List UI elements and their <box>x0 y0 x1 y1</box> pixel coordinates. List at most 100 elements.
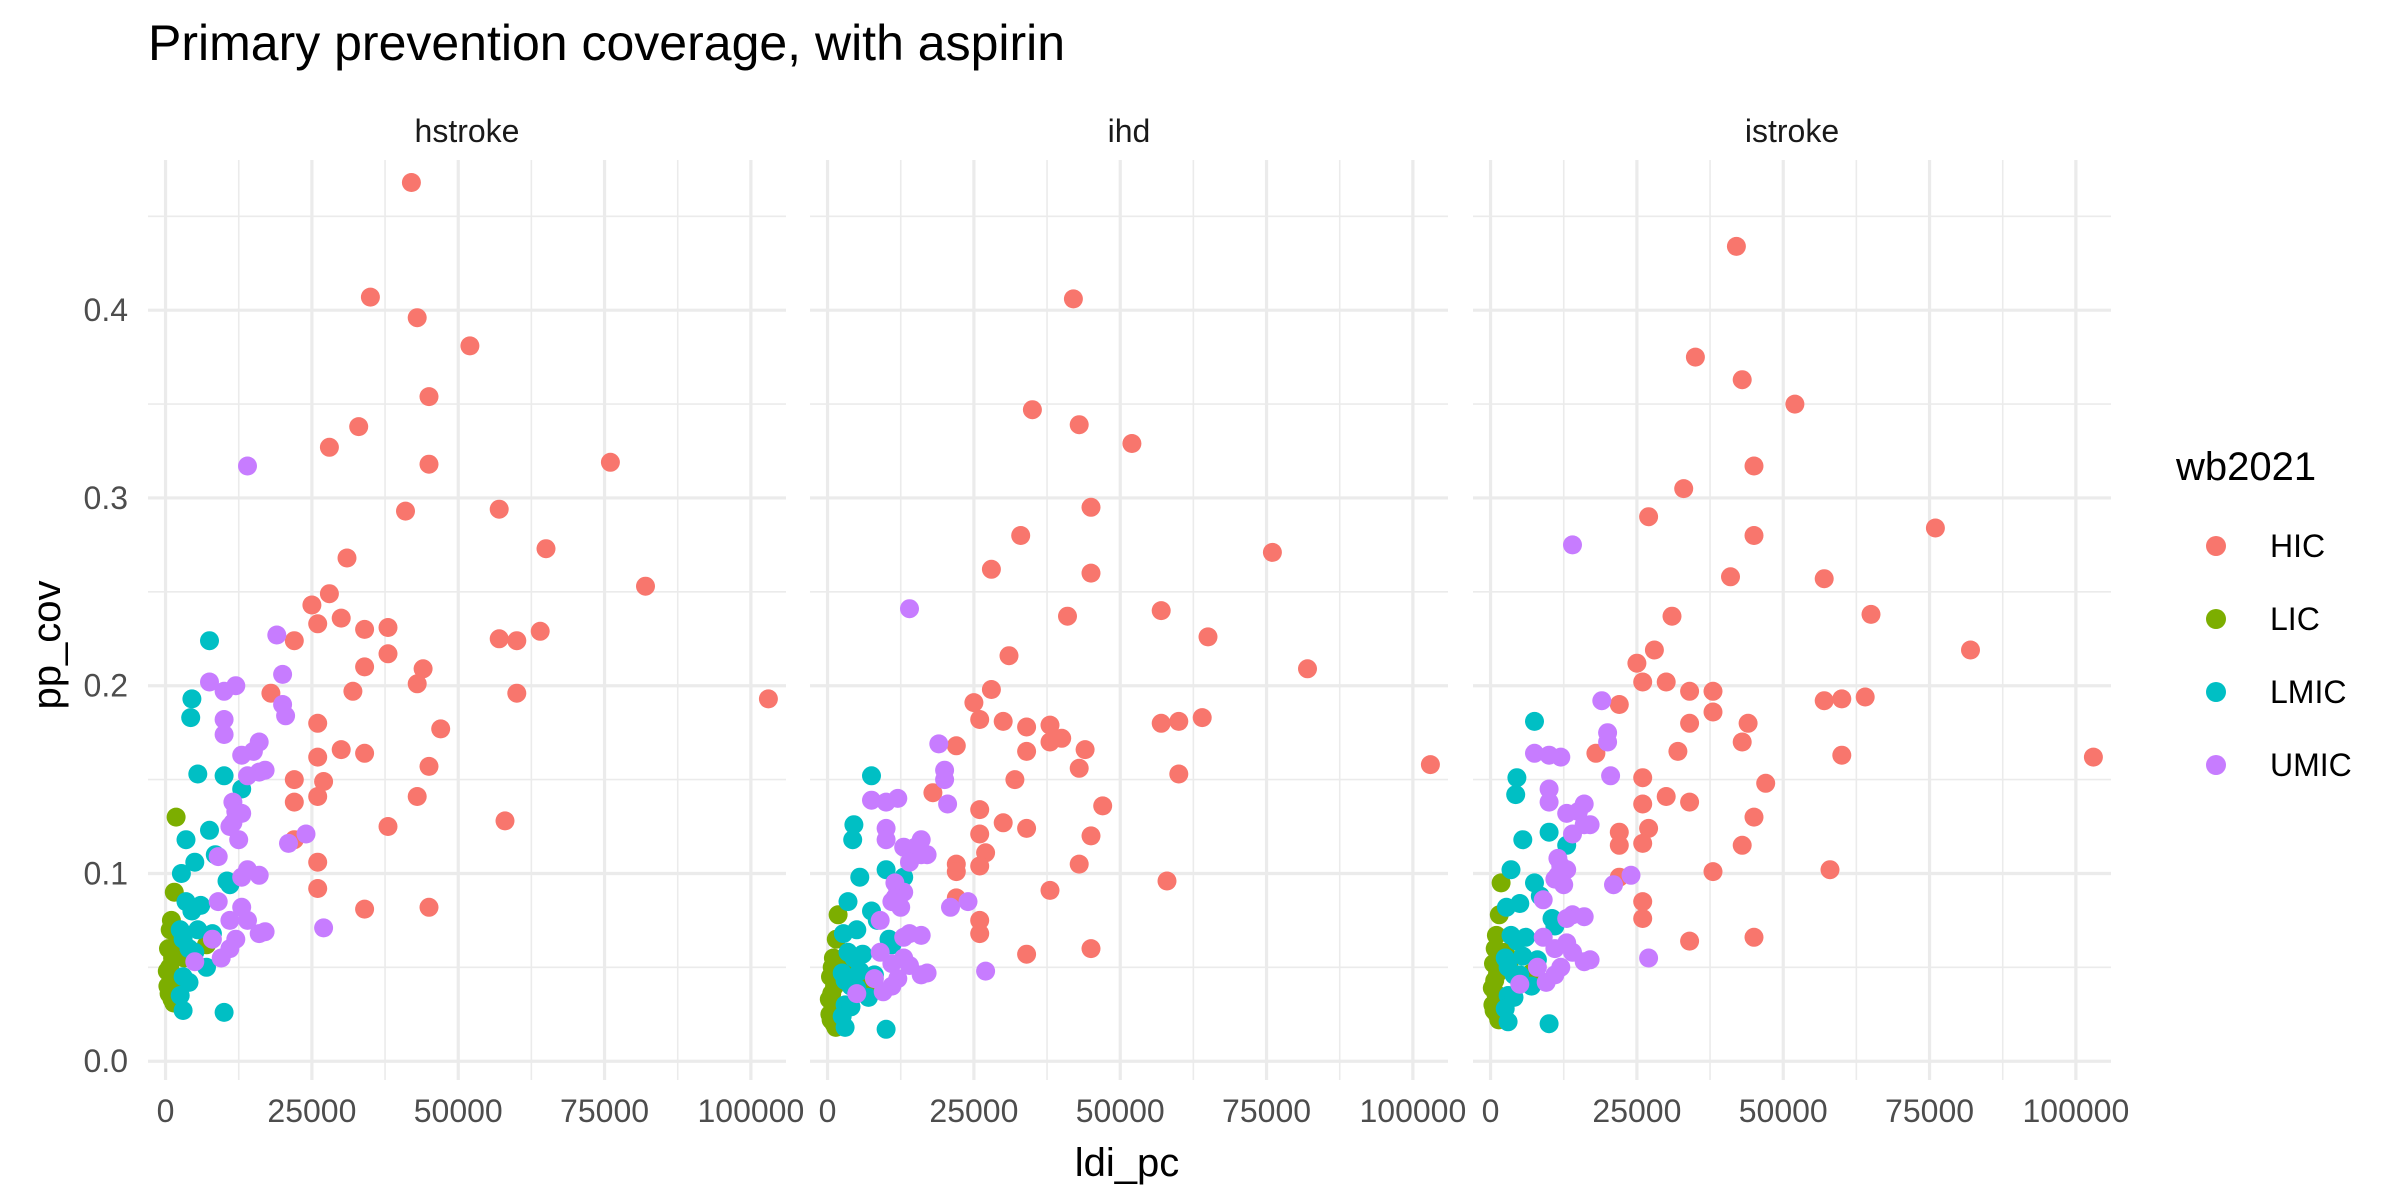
data-point <box>1491 873 1511 893</box>
series-LMIC <box>1495 711 1577 1034</box>
series-HIC <box>261 173 778 919</box>
data-point <box>843 830 863 850</box>
legend-item-UMIC: UMIC <box>2206 747 2352 783</box>
data-point <box>1961 640 1980 660</box>
data-point <box>970 856 990 876</box>
x-axis-title: ldi_pc <box>1075 1141 1180 1185</box>
y-tick-label: 0.3 <box>84 480 128 516</box>
data-point <box>828 905 848 925</box>
data-point <box>431 719 451 739</box>
data-point <box>1639 507 1659 527</box>
data-point <box>999 646 1019 666</box>
data-point <box>970 710 990 729</box>
data-point <box>1592 691 1612 711</box>
data-point <box>1644 640 1664 660</box>
data-point <box>1169 711 1189 731</box>
data-point <box>1005 770 1025 790</box>
data-point <box>1539 779 1559 799</box>
x-tick-label: 25000 <box>267 1093 356 1129</box>
data-point <box>1169 764 1189 784</box>
series-UMIC <box>847 599 996 1004</box>
data-point <box>1081 826 1101 846</box>
data-point <box>360 287 380 307</box>
data-point <box>900 956 919 975</box>
data-point <box>1633 833 1653 853</box>
data-point <box>1081 497 1101 517</box>
data-point <box>1516 927 1536 947</box>
series-UMIC <box>1510 535 1659 994</box>
data-point <box>1832 745 1852 765</box>
data-point <box>946 862 966 882</box>
data-point <box>1017 717 1037 737</box>
data-point <box>1621 865 1641 885</box>
legend-key <box>2206 682 2226 702</box>
data-point <box>1298 659 1317 679</box>
legend-label: LIC <box>2270 601 2320 637</box>
data-point <box>1668 741 1688 761</box>
legend: wb2021 HIC LIC LMIC UMIC <box>2175 445 2352 783</box>
data-point <box>1604 875 1623 895</box>
data-point <box>882 954 902 974</box>
data-point <box>1633 768 1653 788</box>
data-point <box>276 706 296 726</box>
data-point <box>894 927 914 947</box>
data-point <box>284 770 304 790</box>
data-point <box>1703 862 1723 882</box>
data-point <box>1151 713 1171 733</box>
data-point <box>255 760 275 780</box>
data-point <box>419 897 439 917</box>
data-point <box>1017 818 1037 838</box>
data-point <box>1069 758 1089 778</box>
data-point <box>419 454 439 474</box>
legend-label: UMIC <box>2270 747 2352 783</box>
data-point <box>1498 1012 1518 1032</box>
data-point <box>343 681 363 701</box>
data-point <box>1744 927 1764 947</box>
data-point <box>970 910 990 930</box>
data-point <box>200 672 219 692</box>
data-point <box>1539 745 1559 765</box>
data-point <box>1609 822 1629 842</box>
x-tick-label: 75000 <box>1222 1093 1311 1129</box>
x-tick-label: 100000 <box>1359 1093 1466 1129</box>
facet-panel-hstroke: hstroke 0 25000 50000 75000 100000 <box>148 113 804 1129</box>
data-point <box>214 710 234 729</box>
data-point <box>1814 691 1834 711</box>
data-point <box>838 892 858 912</box>
data-point <box>1539 1014 1559 1034</box>
data-point <box>314 772 334 791</box>
data-point <box>1081 563 1101 583</box>
data-point <box>1633 672 1653 692</box>
data-point <box>835 1017 855 1037</box>
data-point <box>1011 526 1031 545</box>
data-point <box>981 559 1001 579</box>
data-point <box>891 897 911 917</box>
data-point <box>850 867 870 887</box>
x-tick-label: 50000 <box>1076 1093 1165 1129</box>
facet-label-istroke: istroke <box>1745 113 1839 149</box>
data-point <box>1539 792 1559 812</box>
data-point <box>2083 747 2103 767</box>
x-tick-label: 25000 <box>929 1093 1018 1129</box>
y-tick-label: 0.2 <box>84 668 128 704</box>
data-point <box>349 417 369 437</box>
data-point <box>495 811 515 831</box>
data-point <box>378 817 398 836</box>
data-point <box>308 614 328 634</box>
data-point <box>214 725 234 744</box>
data-point <box>176 830 196 850</box>
legend-key <box>2206 755 2226 775</box>
data-point <box>331 608 351 628</box>
data-point <box>1601 766 1621 786</box>
data-point <box>249 865 269 885</box>
data-point <box>202 929 222 949</box>
data-point <box>1081 939 1101 959</box>
x-tick-label: 25000 <box>1592 1093 1681 1129</box>
data-point <box>1040 715 1060 735</box>
data-point <box>413 659 433 679</box>
x-tick-label: 75000 <box>560 1093 649 1129</box>
data-point <box>938 794 958 814</box>
data-point <box>1574 907 1594 927</box>
data-point <box>958 892 978 912</box>
data-point <box>1609 695 1629 714</box>
